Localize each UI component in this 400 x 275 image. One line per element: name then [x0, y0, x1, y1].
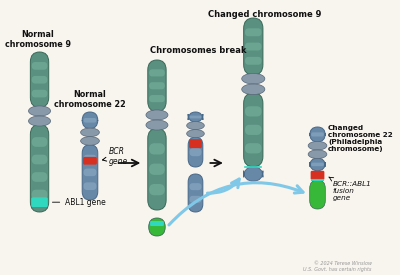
FancyBboxPatch shape — [149, 143, 165, 155]
FancyBboxPatch shape — [30, 52, 49, 108]
FancyBboxPatch shape — [150, 221, 164, 226]
FancyBboxPatch shape — [244, 18, 263, 75]
FancyBboxPatch shape — [188, 112, 203, 122]
FancyBboxPatch shape — [148, 60, 166, 111]
FancyBboxPatch shape — [149, 164, 165, 175]
FancyBboxPatch shape — [188, 174, 203, 212]
Ellipse shape — [308, 150, 327, 158]
FancyBboxPatch shape — [310, 158, 325, 171]
Text: BCR::ABL1
fusion
gene: BCR::ABL1 fusion gene — [329, 177, 371, 201]
FancyBboxPatch shape — [245, 28, 262, 36]
FancyBboxPatch shape — [32, 62, 47, 70]
FancyBboxPatch shape — [245, 143, 262, 153]
Ellipse shape — [187, 122, 204, 130]
Ellipse shape — [81, 137, 99, 145]
FancyBboxPatch shape — [245, 43, 262, 50]
FancyBboxPatch shape — [310, 180, 325, 209]
FancyBboxPatch shape — [32, 190, 47, 199]
FancyBboxPatch shape — [149, 95, 165, 102]
FancyBboxPatch shape — [188, 137, 203, 167]
FancyBboxPatch shape — [32, 76, 47, 84]
FancyBboxPatch shape — [244, 93, 263, 167]
Text: Changed chromosome 9: Changed chromosome 9 — [208, 10, 321, 19]
FancyBboxPatch shape — [84, 118, 96, 123]
FancyBboxPatch shape — [149, 184, 165, 195]
FancyBboxPatch shape — [245, 106, 262, 117]
FancyBboxPatch shape — [30, 125, 49, 212]
FancyBboxPatch shape — [189, 139, 202, 148]
FancyBboxPatch shape — [149, 82, 165, 89]
FancyBboxPatch shape — [245, 57, 262, 65]
FancyBboxPatch shape — [32, 155, 47, 164]
FancyBboxPatch shape — [82, 112, 98, 129]
Ellipse shape — [242, 84, 265, 95]
Text: Changed
chromosome 22
(Philadelphia
chromosome): Changed chromosome 22 (Philadelphia chro… — [328, 125, 393, 152]
Ellipse shape — [81, 128, 99, 137]
FancyBboxPatch shape — [190, 148, 202, 156]
Text: BCR
gene: BCR gene — [102, 147, 128, 166]
Ellipse shape — [146, 110, 168, 120]
Text: Normal
chromosome 22: Normal chromosome 22 — [54, 90, 126, 109]
Ellipse shape — [308, 141, 327, 150]
FancyBboxPatch shape — [84, 182, 96, 190]
FancyBboxPatch shape — [84, 155, 96, 162]
FancyBboxPatch shape — [31, 197, 48, 207]
FancyBboxPatch shape — [310, 127, 325, 142]
FancyBboxPatch shape — [245, 125, 262, 135]
Text: © 2024 Terese Winslow
U.S. Govt. has certain rights: © 2024 Terese Winslow U.S. Govt. has cer… — [303, 261, 372, 272]
Ellipse shape — [187, 130, 204, 138]
FancyBboxPatch shape — [148, 128, 166, 210]
FancyBboxPatch shape — [149, 218, 165, 236]
Ellipse shape — [242, 73, 265, 84]
FancyBboxPatch shape — [244, 167, 263, 181]
FancyBboxPatch shape — [190, 183, 202, 190]
FancyBboxPatch shape — [83, 157, 97, 165]
FancyBboxPatch shape — [32, 90, 47, 97]
FancyBboxPatch shape — [190, 116, 202, 118]
FancyBboxPatch shape — [149, 69, 165, 76]
Text: Normal
chromosome 9: Normal chromosome 9 — [5, 30, 71, 49]
Text: ABL1 gene: ABL1 gene — [52, 198, 106, 207]
Ellipse shape — [28, 116, 50, 126]
Text: Chromosomes break: Chromosomes break — [150, 46, 246, 55]
FancyBboxPatch shape — [32, 172, 47, 182]
Ellipse shape — [28, 106, 50, 116]
FancyBboxPatch shape — [311, 171, 324, 180]
FancyBboxPatch shape — [311, 163, 324, 166]
FancyBboxPatch shape — [32, 137, 47, 147]
FancyBboxPatch shape — [190, 196, 202, 203]
FancyBboxPatch shape — [311, 132, 324, 136]
Ellipse shape — [146, 120, 168, 130]
FancyBboxPatch shape — [82, 145, 98, 200]
FancyBboxPatch shape — [84, 169, 96, 176]
